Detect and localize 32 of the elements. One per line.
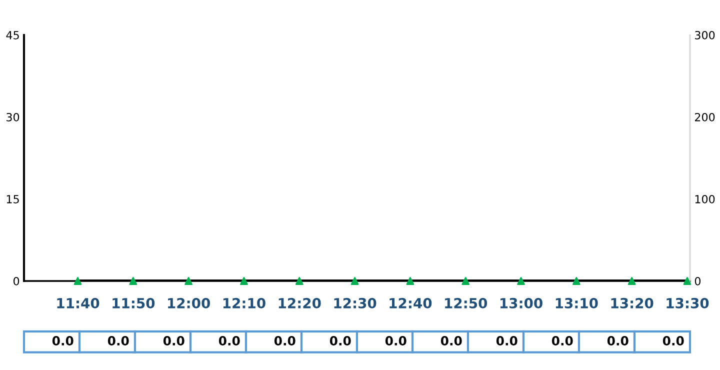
data-label: 0.0 xyxy=(163,336,184,346)
y-tick-label: 0 xyxy=(13,276,20,286)
y2-tick-label: 100 xyxy=(695,194,715,204)
y-tick-label: 15 xyxy=(6,195,19,204)
data-label: 0.0 xyxy=(496,336,518,346)
data-label: 0.0 xyxy=(662,336,684,346)
x-tick-label: 13:20 xyxy=(611,298,654,308)
x-tick-label: 12:00 xyxy=(168,298,210,308)
data-label: 0.0 xyxy=(552,336,573,346)
x-tick-label: 12:20 xyxy=(278,298,321,308)
data-label: 0.0 xyxy=(385,336,406,346)
y-tick-label: 45 xyxy=(6,31,19,40)
x-tick-label: 12:40 xyxy=(390,298,432,308)
data-label: 0.0 xyxy=(274,336,296,346)
x-tick-label: 13:00 xyxy=(500,298,542,308)
data-label: 0.0 xyxy=(52,336,74,346)
x-tick-label: 12:30 xyxy=(334,298,376,308)
data-label: 0.0 xyxy=(108,336,129,346)
data-label: 0.0 xyxy=(440,336,462,346)
data-label: 0.0 xyxy=(330,336,351,346)
y2-tick-label: 200 xyxy=(694,112,715,122)
y2-tick-label: 0 xyxy=(694,276,700,286)
y2-tick-label: 300 xyxy=(695,30,715,40)
data-label: 0.0 xyxy=(607,336,628,346)
y-tick-label: 30 xyxy=(6,112,20,122)
x-tick-label: 12:10 xyxy=(223,298,266,308)
data-label: 0.0 xyxy=(218,336,240,346)
x-tick-label: 11:50 xyxy=(112,298,155,308)
x-tick-label: 13:30 xyxy=(666,298,709,308)
x-tick-label: 11:40 xyxy=(57,298,100,308)
x-tick-label: 13:10 xyxy=(556,298,598,308)
x-tick-label: 12:50 xyxy=(445,298,488,308)
